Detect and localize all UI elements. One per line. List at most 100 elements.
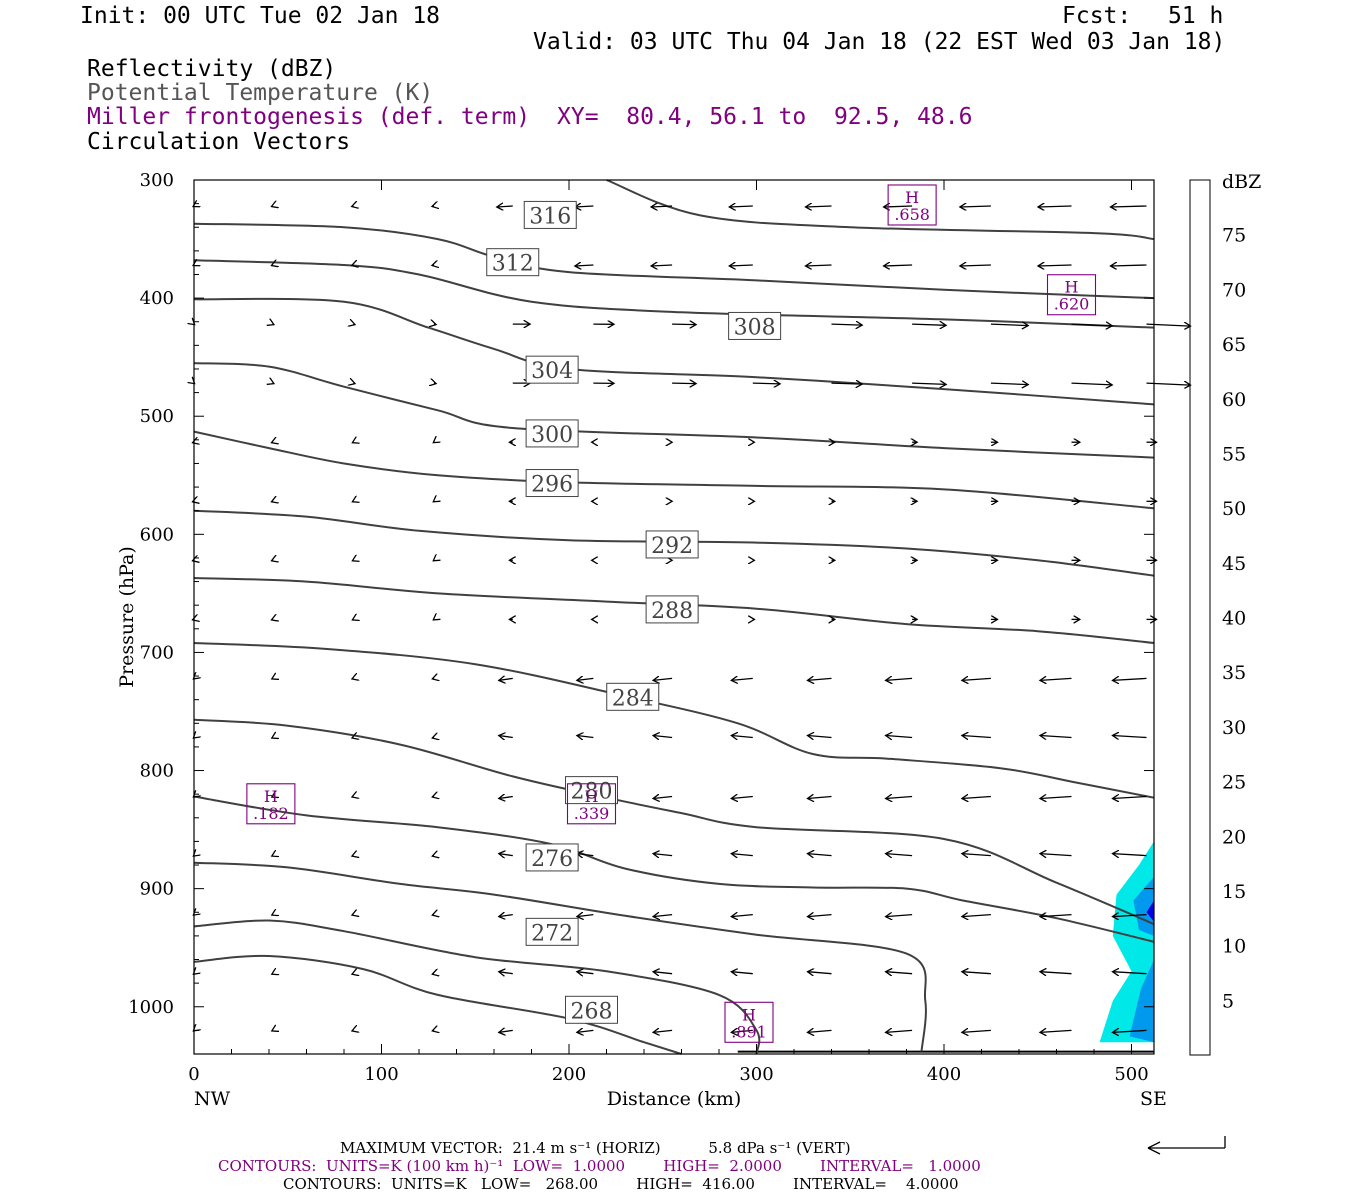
- theta-contour-layer: [193, 179, 1155, 1055]
- circulation-vector: [433, 619, 434, 620]
- circulation-vector: [653, 854, 673, 856]
- circulation-vector: [352, 856, 353, 857]
- circulation-vector: [272, 265, 273, 266]
- circulation-vector: [886, 678, 913, 680]
- colorbar-tick-label: 70: [1222, 279, 1246, 301]
- colorbar-tick-label: 60: [1222, 389, 1246, 411]
- circulation-vector: [653, 797, 673, 799]
- circulation-vector: [808, 678, 832, 680]
- circulation-vector: [272, 442, 273, 443]
- circulation-vector: [1113, 797, 1147, 799]
- field-vectors: Circulation Vectors: [87, 129, 351, 155]
- circulation-vector: [731, 1030, 753, 1032]
- circulation-vector: [1038, 265, 1072, 266]
- circulation-vector: [808, 854, 832, 856]
- circulation-vector: [272, 560, 273, 561]
- circulation-vector: [962, 678, 991, 680]
- reference-vector-arrow-icon: [1147, 1136, 1226, 1155]
- colorbar-tick-label: 5: [1222, 990, 1234, 1012]
- theta-contour: [193, 861, 927, 1052]
- contour-label-box: [525, 917, 579, 946]
- y-tick-label: 600: [140, 524, 174, 545]
- circulation-vector: [962, 736, 991, 738]
- circulation-vector: [577, 736, 594, 738]
- circulation-vector: [808, 797, 832, 799]
- frontogenesis-max-label: H: [264, 787, 278, 806]
- contour-label-box: [525, 355, 579, 384]
- circulation-vector: [808, 915, 832, 917]
- frontogenesis-max-value: .891: [731, 1022, 767, 1041]
- y-tick-label: 500: [140, 406, 174, 427]
- circulation-vector: [352, 974, 353, 975]
- circulation-vector: [497, 206, 513, 207]
- frontogenesis-max-box: [246, 783, 296, 825]
- footer-contours-frontogenesis: CONTOURS: UNITS=K (100 km h)⁻¹ LOW= 1.00…: [218, 1157, 981, 1175]
- circulation-vector: [731, 736, 753, 738]
- circulation-vector: [1113, 736, 1147, 738]
- x-tick-label: 200: [552, 1064, 586, 1085]
- field-reflectivity: Reflectivity (dBZ): [87, 56, 337, 82]
- frontogenesis-max-box: [566, 783, 617, 825]
- colorbar-tick-label: 35: [1222, 662, 1246, 684]
- circulation-vector: [434, 383, 436, 384]
- circulation-vector: [432, 856, 434, 857]
- circulation-vector: [731, 915, 753, 917]
- circulation-vector: [1146, 383, 1191, 385]
- circulation-vector: [806, 265, 832, 266]
- circulation-vector: [1113, 678, 1147, 680]
- circulation-vector: [499, 854, 513, 856]
- circulation-vector: [352, 265, 354, 266]
- colorbar-title: dBZ: [1222, 171, 1261, 193]
- circulation-vector: [884, 265, 913, 266]
- circulation-vector: [1040, 736, 1072, 738]
- frontogenesis-max-label: H: [742, 1005, 756, 1024]
- frontogenesis-max-value: .620: [1054, 295, 1090, 314]
- y-axis-title: Pressure (hPa): [116, 546, 138, 688]
- circulation-vector: [577, 972, 594, 974]
- contour-label: 304: [531, 359, 573, 384]
- forecast-hour: 51 h: [1168, 3, 1224, 29]
- contour-label: 300: [531, 423, 573, 448]
- circulation-vector: [575, 265, 594, 266]
- circulation-vector: [353, 383, 355, 384]
- colorbar-tick-label: 65: [1222, 334, 1246, 356]
- circulation-vector: [962, 854, 991, 856]
- x-tick-label: 400: [927, 1064, 961, 1085]
- circulation-vector: [672, 383, 696, 384]
- circulation-vector: [808, 736, 832, 738]
- frontogenesis-max-value: .658: [894, 205, 930, 224]
- circulation-vector: [731, 972, 753, 974]
- contour-label: 296: [531, 473, 573, 498]
- x-tick-label: 500: [1114, 1064, 1148, 1085]
- frontogenesis-max-box: [724, 1001, 774, 1043]
- circulation-vector: [962, 797, 991, 799]
- circulation-vector: [1071, 324, 1113, 326]
- circulation-vector: [352, 1030, 353, 1031]
- circulation-vector: [432, 797, 434, 798]
- colorbar-tick-label: 10: [1222, 936, 1246, 958]
- circulation-vector: [886, 797, 913, 799]
- circulation-vector: [272, 678, 273, 679]
- end-label-nw: NW: [194, 1088, 231, 1110]
- circulation-vector: [1113, 915, 1147, 917]
- circulation-vector: [432, 1030, 434, 1031]
- y-tick-label: 1000: [128, 997, 174, 1018]
- colorbar-tick-label: 30: [1222, 717, 1246, 739]
- contour-label: 272: [531, 921, 573, 946]
- circulation-vector: [352, 442, 353, 443]
- circulation-vector: [731, 678, 753, 680]
- forecast-label: Fcst:: [1062, 3, 1132, 29]
- colorbar-tick-label: 45: [1222, 553, 1246, 575]
- circulation-vector: [577, 678, 594, 680]
- circulation-vector: [653, 678, 673, 680]
- circulation-vector: [1040, 854, 1072, 856]
- colorbar-tick-label: 55: [1222, 443, 1246, 465]
- contour-label-box: [645, 530, 699, 559]
- frontogenesis-max-label: H: [905, 188, 919, 207]
- circulation-vector: [432, 206, 434, 207]
- circulation-vector: [577, 854, 594, 856]
- y-tick-label: 800: [140, 761, 174, 782]
- theta-contour: [193, 718, 1155, 926]
